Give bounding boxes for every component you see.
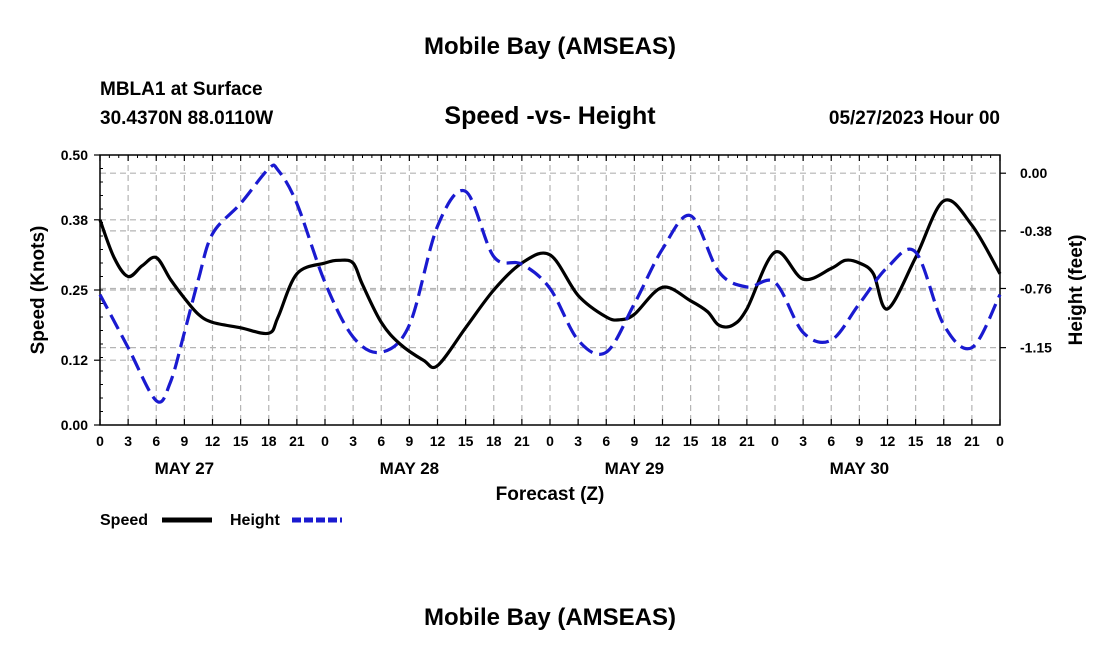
x-tick-label: 21 <box>514 433 530 449</box>
x-tick-label: 3 <box>124 433 132 449</box>
x-date-label: MAY 28 <box>380 459 440 478</box>
x-axis-title: Forecast (Z) <box>496 484 605 505</box>
y2-tick-label: -1.15 <box>1020 340 1052 356</box>
y2-axis-title: Height (feet) <box>1066 235 1087 346</box>
x-tick-label: 0 <box>771 433 779 449</box>
x-tick-label: 15 <box>683 433 699 449</box>
station-coords: 30.4370N 88.0110W <box>100 108 273 129</box>
x-tick-label: 9 <box>180 433 188 449</box>
y-axis-title: Speed (Knots) <box>28 226 49 355</box>
x-tick-label: 0 <box>96 433 104 449</box>
legend: Speed Height <box>100 512 342 529</box>
x-tick-label: 3 <box>799 433 807 449</box>
x-tick-label: 18 <box>261 433 277 449</box>
x-tick-label: 0 <box>546 433 554 449</box>
x-tick-label: 6 <box>827 433 835 449</box>
x-tick-label: 15 <box>233 433 249 449</box>
x-date-label: MAY 30 <box>830 459 890 478</box>
y2-tick-label: -0.38 <box>1020 223 1052 239</box>
speed-series-line <box>98 198 1002 370</box>
x-tick-label: 6 <box>152 433 160 449</box>
x-tick-label: 18 <box>936 433 952 449</box>
chart-main-title: Mobile Bay (AMSEAS) <box>424 33 676 60</box>
plot-frame <box>99 154 1001 426</box>
x-tick-label: 15 <box>908 433 924 449</box>
y2-tick-label: -0.76 <box>1020 280 1052 296</box>
x-tick-label: 9 <box>855 433 863 449</box>
x-tick-label: 12 <box>205 433 221 449</box>
x-tick-label: 3 <box>349 433 357 449</box>
y-tick-label: 0.25 <box>61 282 88 298</box>
y-tick-label: 0.38 <box>61 212 88 228</box>
x-tick-label: 21 <box>739 433 755 449</box>
x-date-label: MAY 27 <box>155 459 215 478</box>
x-tick-label: 3 <box>574 433 582 449</box>
axis-labels: 0.00 0.12 0.25 0.38 0.50 0.00 -0.38 -0.76 -1.15 0… <box>61 147 1052 478</box>
x-tick-label: 0 <box>321 433 329 449</box>
y-tick-label: 0.00 <box>61 417 88 433</box>
x-tick-label: 0 <box>996 433 1004 449</box>
x-tick-label: 18 <box>711 433 727 449</box>
x-tick-label: 12 <box>655 433 671 449</box>
x-tick-label: 12 <box>430 433 446 449</box>
x-tick-label: 21 <box>964 433 980 449</box>
forecast-run-label: 05/27/2023 Hour 00 <box>829 108 1000 129</box>
x-date-label: MAY 29 <box>605 459 665 478</box>
x-tick-label: 21 <box>289 433 305 449</box>
y-tick-label: 0.12 <box>61 352 88 368</box>
x-tick-label: 9 <box>630 433 638 449</box>
x-tick-label: 6 <box>602 433 610 449</box>
x-tick-label: 9 <box>405 433 413 449</box>
chart-subtitle: Speed -vs- Height <box>444 102 656 130</box>
x-tick-label: 18 <box>486 433 502 449</box>
x-tick-label: 6 <box>377 433 385 449</box>
legend-height-label: Height <box>230 512 280 529</box>
y-tick-label: 0.50 <box>61 147 88 163</box>
footer-title: Mobile Bay (AMSEAS) <box>424 604 676 631</box>
x-tick-label: 12 <box>880 433 896 449</box>
legend-speed-label: Speed <box>100 512 148 529</box>
x-tick-label: 15 <box>458 433 474 449</box>
y2-tick-label: 0.00 <box>1020 165 1047 181</box>
height-series-line <box>98 163 1002 404</box>
station-label: MBLA1 at Surface <box>100 79 263 100</box>
series-lines <box>98 163 1002 404</box>
